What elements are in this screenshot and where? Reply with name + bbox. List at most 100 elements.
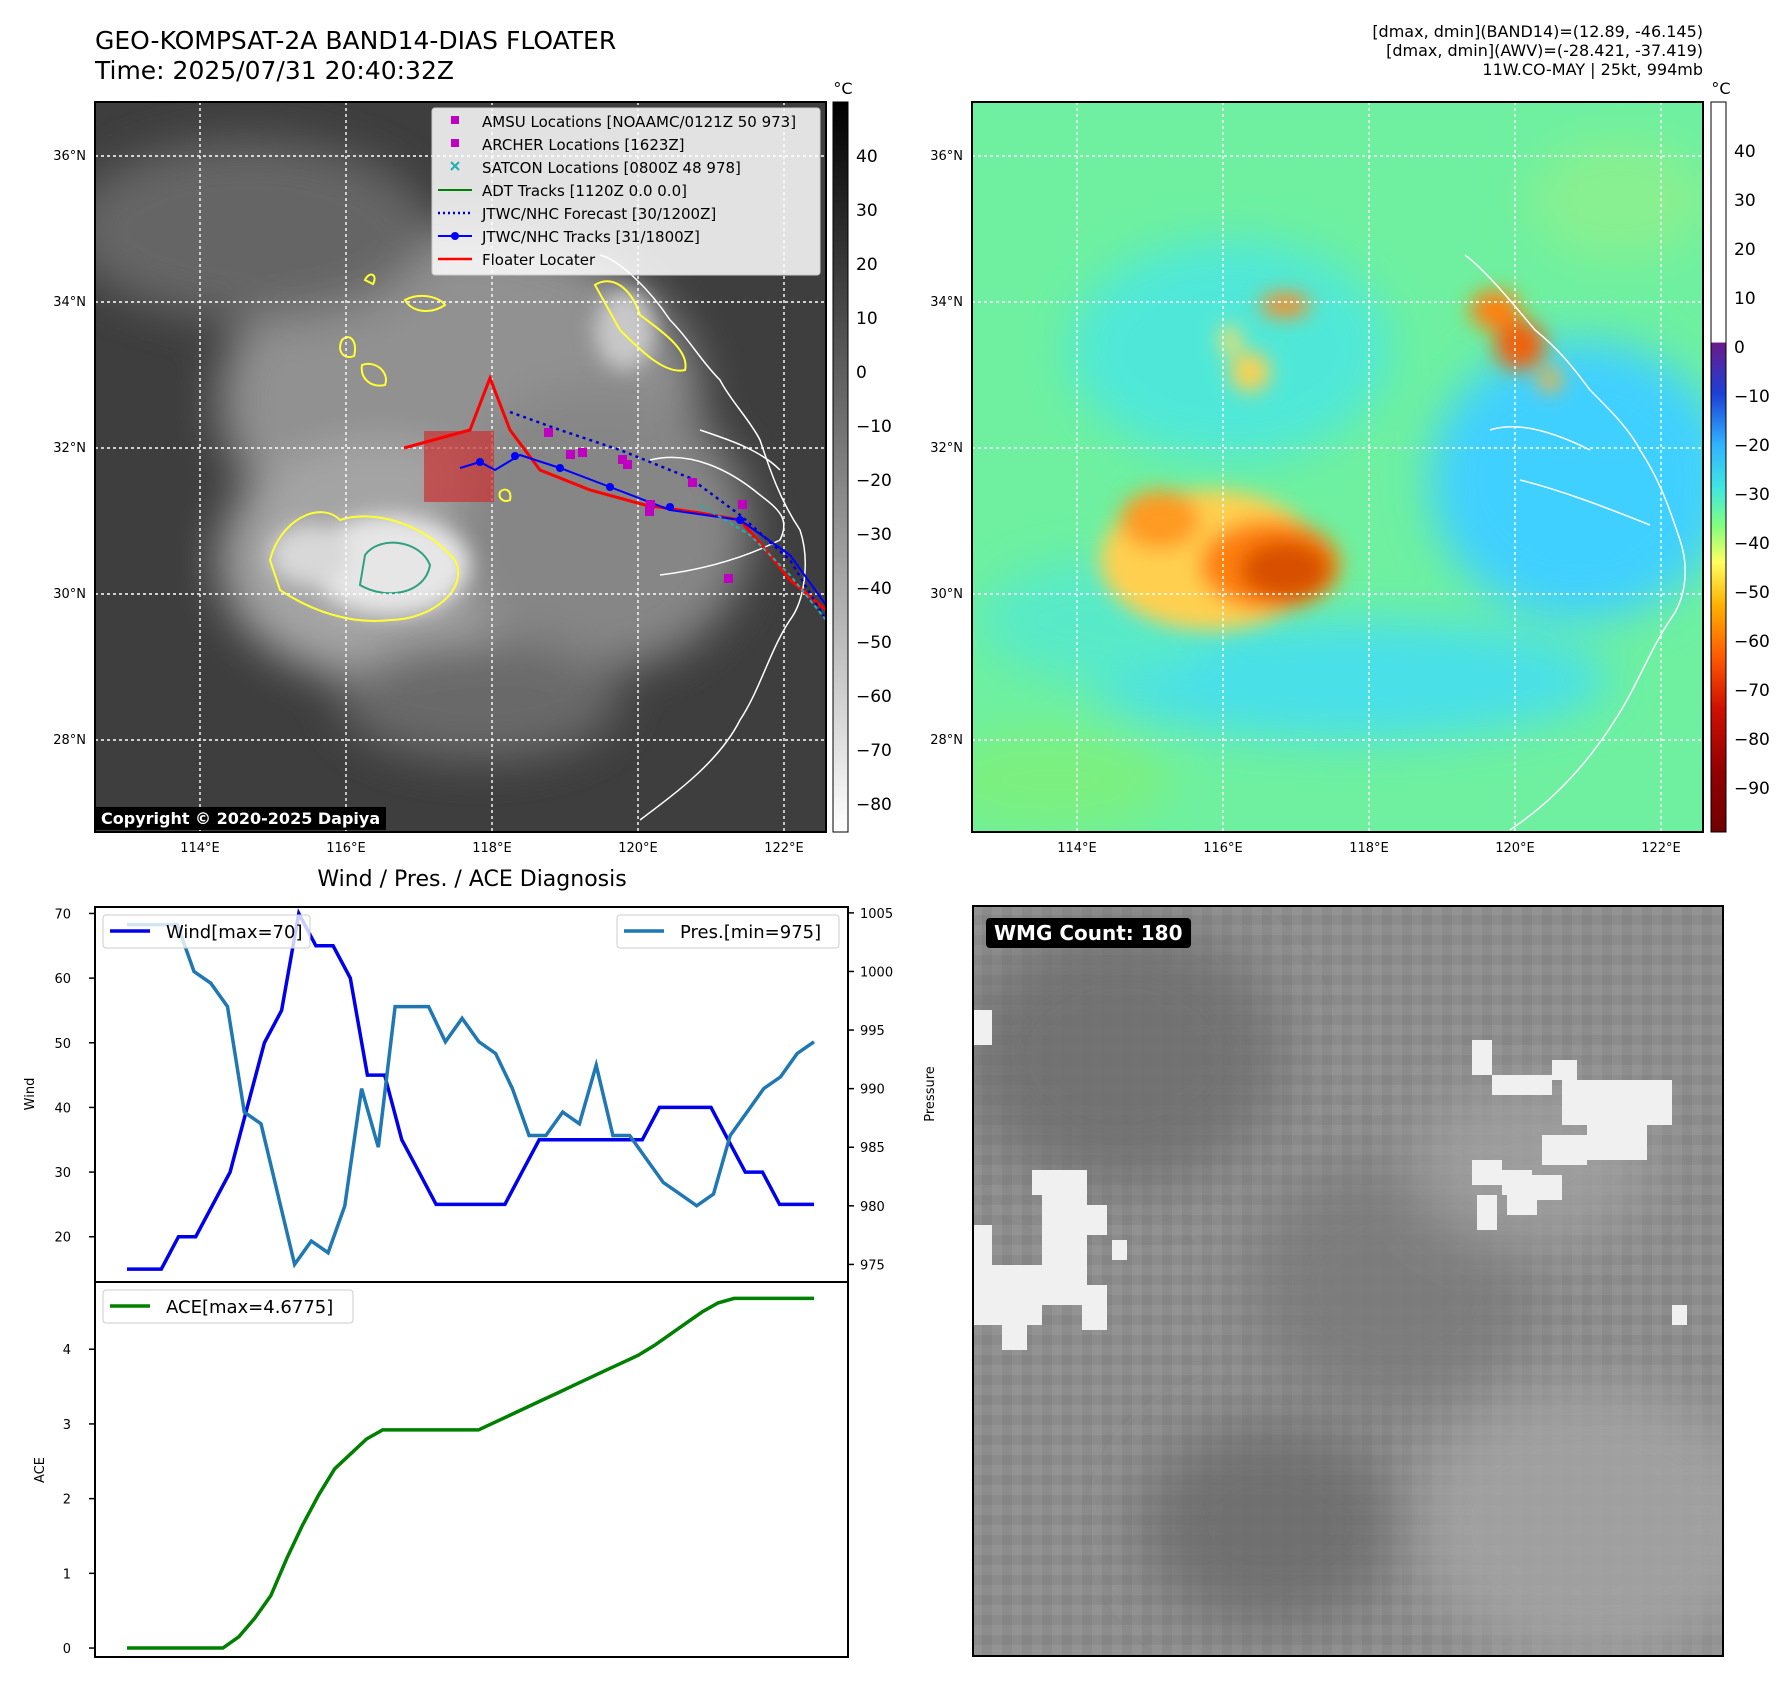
tick-label: 4 [63, 1343, 71, 1358]
lon-tick: 116°E [1203, 841, 1243, 856]
lat-tick: 30°N [53, 587, 86, 602]
ace-ticks: 0 1 2 3 4 [63, 1343, 95, 1657]
legend-tracks: JTWC/NHC Tracks [31/1800Z] [481, 228, 700, 246]
cbar-tick: 30 [1734, 191, 1756, 211]
lon-tick: 120°E [618, 841, 658, 856]
info-line-2: [dmax, dmin](AWV)=(-28.421, -37.419) [1386, 41, 1703, 60]
floater-box [424, 431, 494, 502]
wind-ticks: 20 30 40 50 60 70 [54, 907, 95, 1246]
tick-label: 1005 [860, 907, 893, 922]
cbar-tick: −30 [856, 525, 892, 545]
pressure-axis-label: Pressure [923, 1066, 938, 1122]
cbar-tick: 10 [1734, 289, 1756, 309]
map-legend: AMSU Locations [NOAAMC/0121Z 50 973] ARC… [431, 107, 821, 276]
tick-label: 40 [54, 1101, 71, 1116]
cbar-tick: −10 [1734, 387, 1770, 407]
color-colorbar [1710, 101, 1727, 833]
legend-amsu: AMSU Locations [NOAAMC/0121Z 50 973] [482, 113, 796, 131]
cbar-tick: −40 [1734, 534, 1770, 554]
lon-tick: 122°E [764, 841, 804, 856]
lat-tick: 36°N [53, 149, 86, 164]
legend-marker-amsu [451, 116, 459, 124]
lon-tick: 114°E [1057, 841, 1097, 856]
tick-label: 50 [54, 1037, 71, 1052]
legend-marker-archer [451, 139, 459, 147]
wind-legend: Wind[max=70] [102, 914, 311, 949]
lat-tick: 34°N [53, 295, 86, 310]
cbar-tick: −70 [1734, 681, 1770, 701]
lon-tick: 120°E [1495, 841, 1535, 856]
cbar-tick: −50 [1734, 583, 1770, 603]
cbar-tick: 0 [856, 363, 867, 383]
color-colorbar-ticks: 40 30 20 10 0 −10 −20 −30 −40 −50 −60 −7… [1734, 142, 1770, 799]
title-line-1: GEO-KOMPSAT-2A BAND14-DIAS FLOATER [95, 26, 617, 55]
cbar-tick: −70 [856, 741, 892, 761]
cbar-tick: −90 [1734, 779, 1770, 799]
legend-floater: Floater Locater [482, 251, 596, 269]
ace-legend-label: ACE[max=4.6775] [166, 1297, 333, 1318]
lat-tick: 32°N [53, 441, 86, 456]
stats-info: [dmax, dmin](BAND14)=(12.89, -46.145) [d… [1372, 22, 1703, 79]
ir-map-panel: AMSU Locations [NOAAMC/0121Z 50 973] ARC… [53, 79, 1770, 856]
cbar-tick: −60 [856, 687, 892, 707]
ace-legend: ACE[max=4.6775] [102, 1289, 354, 1324]
lon-tick: 118°E [1349, 841, 1389, 856]
left-lat-axis: 36°N 34°N 32°N 30°N 28°N [53, 149, 86, 748]
pressure-legend-label: Pres.[min=975] [680, 922, 821, 943]
wind-axis-label: Wind [23, 1078, 38, 1111]
cbar-tick: 20 [1734, 240, 1756, 260]
gray-colorbar-ticks: 40 30 20 10 0 −10 −20 −30 −40 −50 −60 −7… [856, 147, 892, 815]
tick-label: 2 [63, 1493, 71, 1508]
tick-label: 980 [860, 1200, 885, 1215]
cbar-tick: −80 [1734, 730, 1770, 750]
lat-tick: 28°N [930, 733, 963, 748]
tick-label: 20 [54, 1231, 71, 1246]
right-lon-axis: 114°E 116°E 118°E 120°E 122°E [1057, 841, 1681, 856]
tick-label: 995 [860, 1024, 885, 1039]
wind-pres-axes [94, 906, 849, 1283]
legend-archer: ARCHER Locations [1623Z] [482, 136, 685, 154]
cbar-tick: 10 [856, 309, 878, 329]
lat-tick: 32°N [930, 441, 963, 456]
wind-legend-label: Wind[max=70] [166, 922, 303, 943]
wmg-count-badge: WMG Count: 180 [986, 918, 1191, 948]
tick-label: 990 [860, 1083, 885, 1098]
info-line-1: [dmax, dmin](BAND14)=(12.89, -46.145) [1372, 22, 1703, 41]
tick-label: 60 [54, 972, 71, 987]
wmg-bright-pixels [972, 1010, 1687, 1350]
color-colorbar-unit: °C [1711, 79, 1730, 98]
ace-axis-label: ACE [33, 1457, 48, 1483]
lon-tick: 116°E [326, 841, 366, 856]
gray-colorbar [832, 101, 849, 833]
cbar-tick: −20 [1734, 436, 1770, 456]
ace-series-line [127, 1296, 814, 1650]
lat-tick: 30°N [930, 587, 963, 602]
legend-marker-satcon [450, 161, 460, 171]
diagnosis-title: Wind / Pres. / ACE Diagnosis [317, 867, 626, 892]
tick-label: 70 [54, 907, 71, 922]
info-line-3: 11W.CO-MAY | 25kt, 994mb [1482, 60, 1703, 79]
cbar-tick: −50 [856, 633, 892, 653]
tick-label: 1 [63, 1567, 71, 1582]
legend-satcon: SATCON Locations [0800Z 48 978] [482, 159, 741, 177]
diagnosis-panel: Wind / Pres. / ACE Diagnosis Wind Pressu… [23, 867, 938, 1658]
tick-label: 30 [54, 1166, 71, 1181]
tick-label: 1000 [860, 965, 893, 980]
cbar-tick: −10 [856, 417, 892, 437]
cbar-tick: −80 [856, 795, 892, 815]
lon-tick: 122°E [1641, 841, 1681, 856]
copyright-badge: Copyright © 2020-2025 Dapiya [95, 807, 387, 830]
lon-tick: 118°E [472, 841, 512, 856]
cbar-tick: −20 [856, 471, 892, 491]
legend-forecast: JTWC/NHC Forecast [30/1200Z] [481, 205, 716, 223]
tick-label: 0 [63, 1642, 71, 1657]
cbar-tick: 30 [856, 201, 878, 221]
pressure-legend: Pres.[min=975] [616, 914, 840, 949]
cbar-tick: −60 [1734, 632, 1770, 652]
cbar-tick: 20 [856, 255, 878, 275]
lat-tick: 36°N [930, 149, 963, 164]
lat-tick: 28°N [53, 733, 86, 748]
pressure-series-line [127, 922, 816, 1269]
legend-adt: ADT Tracks [1120Z 0.0 0.0] [482, 182, 687, 200]
awv-image [972, 102, 1703, 832]
